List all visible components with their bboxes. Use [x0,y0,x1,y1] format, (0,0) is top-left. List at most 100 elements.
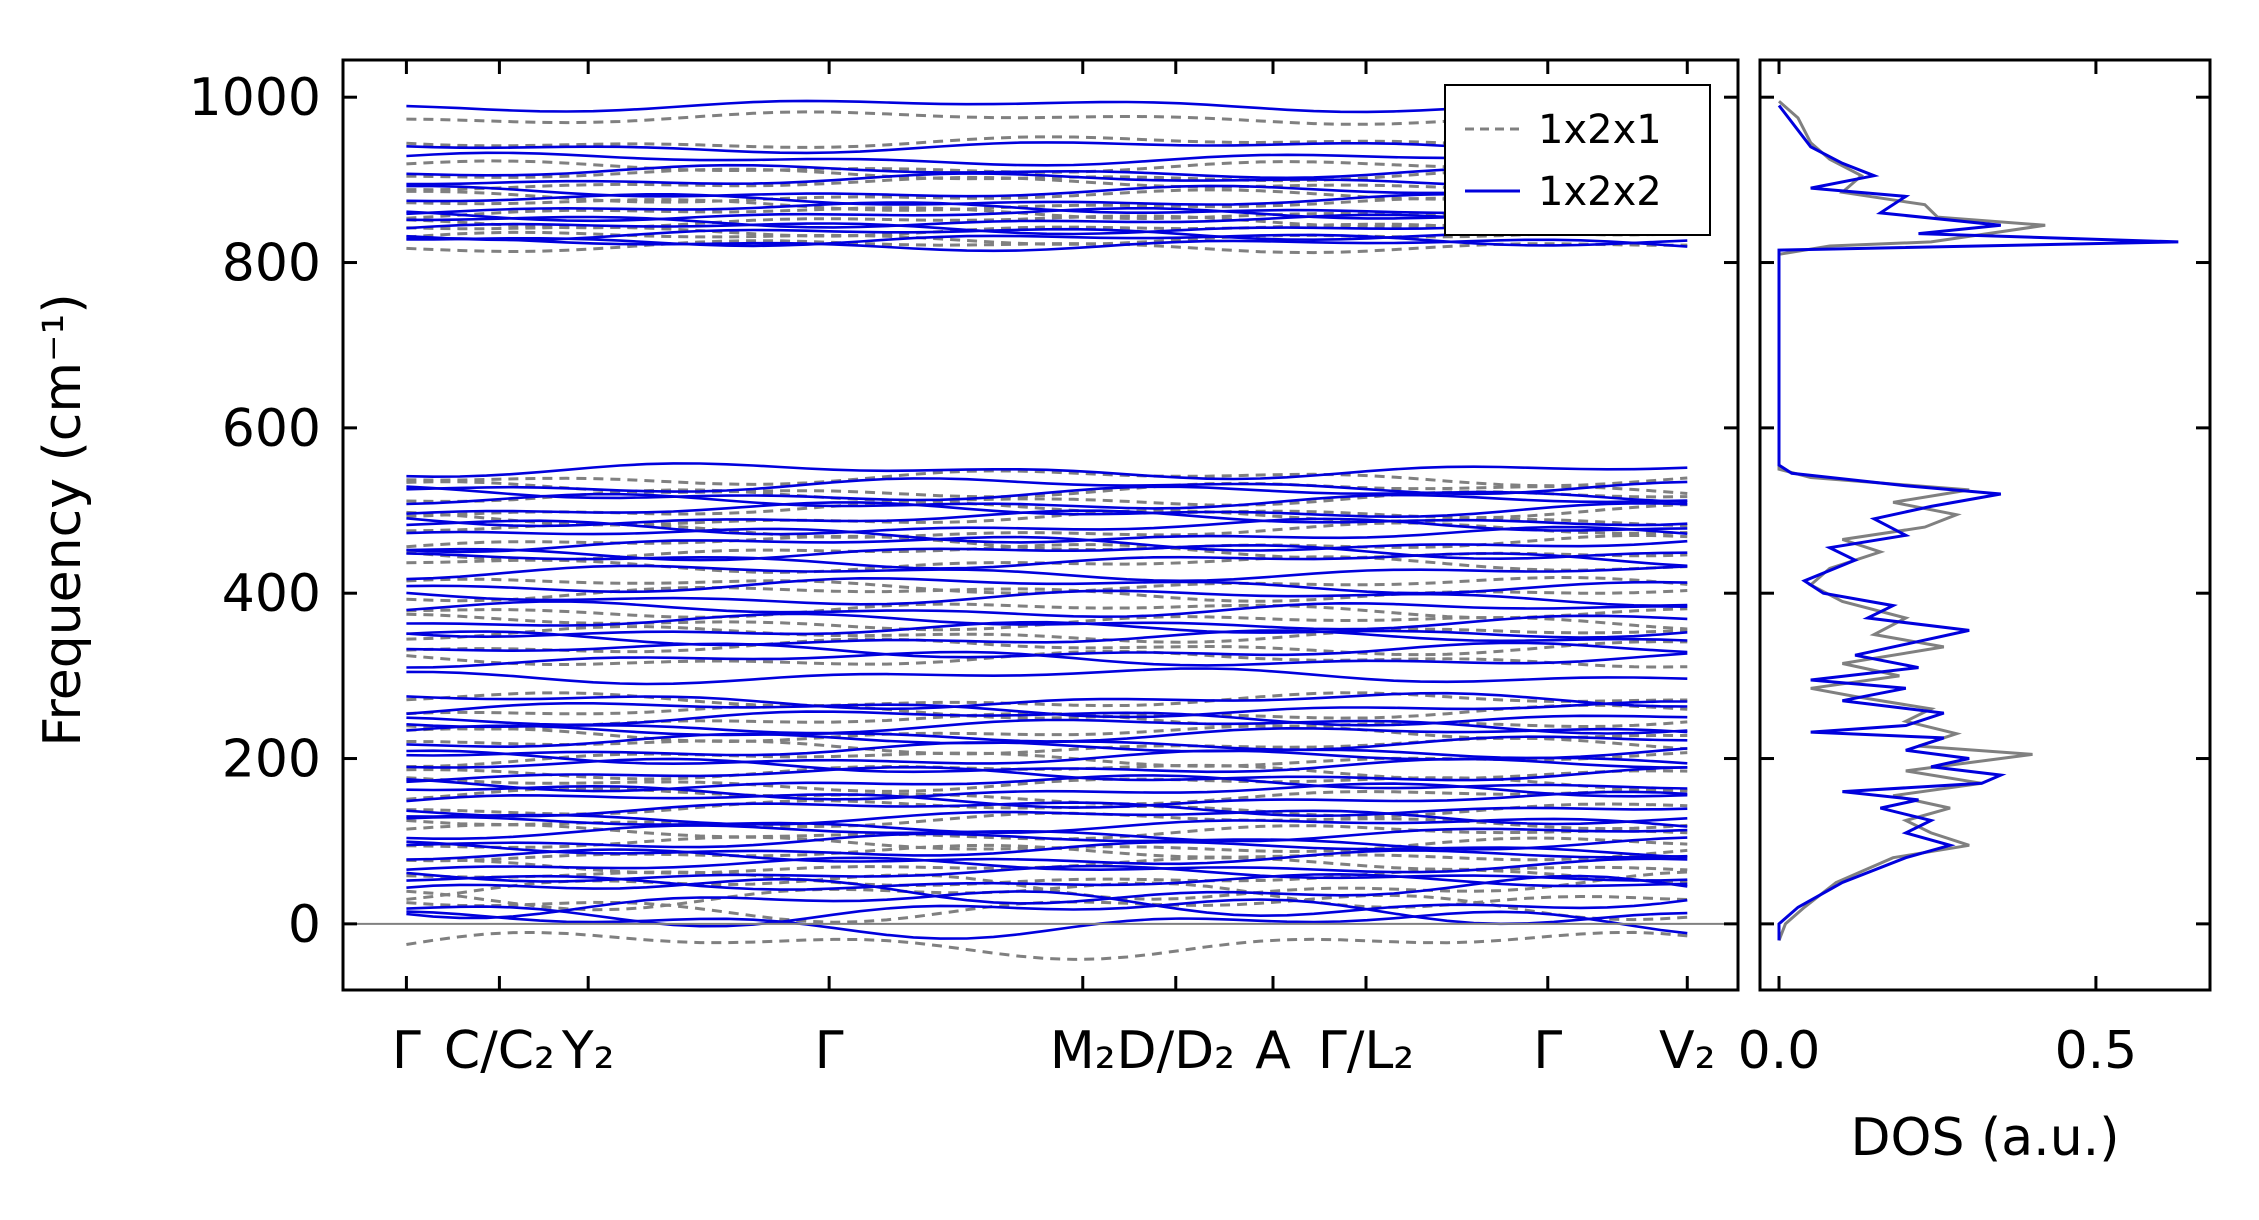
band-line-1x2x2 [406,724,1688,743]
band-line-1x2x1 [406,575,1688,595]
dos-x-tick-label: 0.0 [1738,1021,1821,1081]
band-line-1x2x2 [406,856,1688,874]
bands-1x2x2 [406,99,1688,940]
y-axis-title: Frequency (cm⁻¹) [33,293,93,746]
band-line-1x2x2 [406,700,1688,719]
legend-box [1444,84,1711,236]
dos-plot-ticks [1760,60,2210,990]
band-line-1x2x1 [406,691,1688,708]
band-line-1x2x1 [406,650,1688,669]
band-line-1x2x1 [406,175,1688,192]
band-line-1x2x1 [406,823,1688,841]
dos-x-tick-labels: 0.0 0.5 [1738,1021,2138,1081]
band-line-1x2x2 [406,492,1688,510]
kpath-label: V₂ [1659,1021,1715,1081]
band-line-1x2x1 [406,763,1688,781]
band-line-1x2x1 [406,786,1688,806]
band-line-1x2x1 [406,159,1688,174]
y-tick-label: 600 [222,399,321,459]
band-line-1x2x1 [406,110,1688,126]
band-line-1x2x1 [406,724,1688,744]
band-line-1x2x2 [406,612,1688,631]
band-line-1x2x2 [406,848,1688,866]
kpath-label: M₂ [1050,1021,1116,1081]
kpath-labels: Γ C/C₂ Y₂ Γ M₂ D/D₂ A Γ/L₂ Γ V₂ [392,1021,1716,1081]
band-line-1x2x2 [406,890,1688,920]
band-line-1x2x2 [406,620,1688,639]
band-line-1x2x1 [406,188,1688,204]
band-line-1x2x1 [406,625,1688,644]
dos-x-axis-title: DOS (a.u.) [1851,1108,2120,1168]
band-line-1x2x2 [406,667,1688,686]
dos-line-1x2x2 [1777,104,2179,941]
band-line-1x2x1 [406,736,1688,756]
dos-line-1x2x1 [1777,100,2046,941]
band-line-1x2x2 [406,600,1688,619]
band-line-1x2x2 [406,874,1688,905]
band-plot-frame [341,58,1740,992]
band-line-1x2x1 [406,751,1688,769]
band-line-1x2x1 [406,930,1688,961]
band-line-1x2x2 [406,629,1688,647]
band-line-1x2x1 [406,811,1688,831]
band-line-1x2x2 [406,485,1688,504]
y-tick-label: 0 [288,895,321,955]
band-line-1x2x2 [406,509,1688,528]
band-line-1x2x2 [406,543,1688,562]
band-line-1x2x2 [406,910,1688,940]
kpath-label: A [1255,1021,1291,1081]
band-line-1x2x2 [406,552,1688,570]
band-line-1x2x1 [406,469,1688,488]
kpath-label: Γ [1533,1021,1562,1081]
kpath-label: D/D₂ [1117,1021,1235,1081]
dos-curves [1777,100,2179,941]
y-tick-label: 400 [222,564,321,624]
kpath-label: Y₂ [561,1021,615,1081]
band-line-1x2x1 [406,637,1688,657]
band-line-1x2x2 [406,790,1688,809]
band-line-1x2x2 [406,525,1688,544]
band-line-1x2x2 [406,765,1688,784]
band-line-1x2x2 [406,576,1688,595]
band-line-1x2x2 [406,718,1688,735]
band-line-1x2x2 [406,501,1688,519]
band-line-1x2x2 [406,741,1688,760]
band-line-1x2x2 [406,564,1688,583]
band-line-1x2x2 [406,832,1688,851]
y-tick-label: 800 [222,234,321,294]
band-line-1x2x1 [406,703,1688,720]
band-line-1x2x1 [406,135,1688,151]
band-line-1x2x2 [406,840,1688,859]
y-tick-label: 200 [222,730,321,790]
band-line-1x2x2 [406,691,1688,711]
band-line-1x2x2 [406,864,1688,883]
legend: 1x2x1 1x2x2 [1444,84,1711,236]
band-line-1x2x2 [406,809,1688,826]
band-line-1x2x1 [406,856,1688,875]
dos-plot-frame [1758,58,2212,992]
band-line-1x2x1 [406,835,1688,854]
band-line-1x2x1 [406,799,1688,818]
dos-x-tick-label: 0.5 [2055,1021,2138,1081]
band-line-1x2x2 [406,589,1688,607]
band-line-1x2x1 [406,204,1688,221]
band-line-1x2x2 [406,535,1688,554]
band-line-1x2x1 [406,167,1688,183]
kpath-label: Γ [392,1021,421,1081]
band-line-1x2x1 [406,776,1688,793]
legend-label-1x2x2: 1x2x2 [1538,169,1662,215]
band-line-1x2x2 [406,233,1688,248]
band-line-1x2x1 [406,602,1688,620]
band-line-1x2x2 [406,774,1688,793]
kpath-label: Γ/L₂ [1318,1021,1414,1081]
band-line-1x2x2 [406,801,1688,818]
band-line-1x2x1 [406,881,1688,912]
band-structure-panel: 0 200 400 600 800 1000 Γ C/C₂ Y₂ Γ M₂ D/D₂ A Γ/L₂ Γ V₂… [33,58,1740,1081]
band-line-1x2x2 [406,641,1688,659]
y-axis-title-text: Frequency (cm⁻¹) [33,293,93,746]
band-line-1x2x2 [406,462,1688,481]
band-line-1x2x2 [406,477,1688,496]
y-tick-label: 1000 [189,68,321,128]
band-plot-ticks [343,60,1738,990]
